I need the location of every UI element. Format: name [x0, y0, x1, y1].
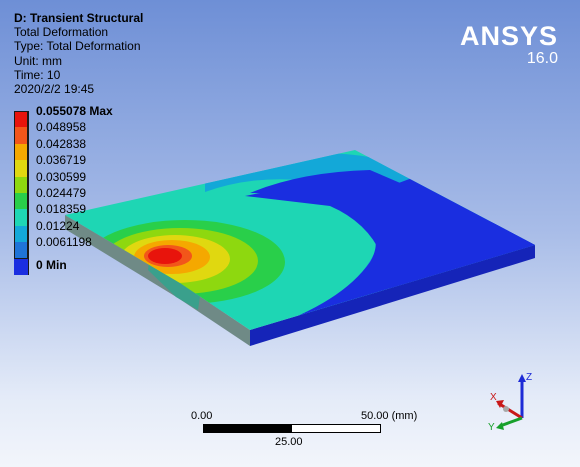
legend-value: 0.018359 [36, 202, 87, 217]
axis-triad[interactable]: Z X Y [482, 368, 546, 432]
legend-value: 0 Min [36, 257, 67, 272]
analysis-title: D: Transient Structural [14, 11, 144, 25]
brand-name: ANSYS [459, 21, 558, 51]
z-axis-label: Z [526, 372, 532, 383]
legend-swatch [14, 176, 29, 193]
result-info: D: Transient Structural Total Deformatio… [14, 11, 143, 96]
legend-swatch [14, 160, 29, 177]
ansys-logo: ANSYS 16.0 [460, 22, 558, 68]
legend-swatch [14, 127, 29, 144]
legend-value: 0.0061198 [36, 235, 92, 250]
y-axis [499, 416, 523, 428]
legend-swatch [14, 143, 29, 161]
legend-value: 0.042838 [36, 136, 87, 151]
result-unit: Unit: mm [14, 53, 62, 68]
legend-value: 0.024479 [36, 185, 87, 200]
x-axis [497, 401, 523, 420]
legend-value: 0.055078 Max [36, 104, 113, 118]
legend-swatch [14, 192, 29, 210]
plate-top-surface [65, 150, 535, 330]
legend-swatch [14, 242, 29, 259]
legend-value: 0.030599 [36, 169, 87, 184]
legend-value: 0.048958 [36, 120, 87, 135]
legend-swatch [14, 258, 29, 275]
legend-swatch [14, 209, 29, 226]
result-time: Time: 10 [14, 67, 61, 82]
y-axis-label: Y [488, 422, 495, 432]
max-deformation-spot [148, 248, 182, 264]
legend-value: 0.036719 [36, 153, 87, 168]
result-timestamp: 2020/2/2 19:45 [14, 82, 95, 97]
x-axis-label: X [490, 392, 497, 403]
legend-value: 0.01224 [36, 218, 80, 233]
result-name: Total Deformation [14, 25, 109, 40]
plate-front-face [65, 215, 250, 346]
plate-right-face [250, 245, 535, 346]
legend-swatch [14, 225, 29, 243]
legend-swatch [14, 111, 29, 128]
brand-version: 16.0 [526, 50, 558, 67]
result-type: Type: Total Deformation [14, 39, 141, 54]
